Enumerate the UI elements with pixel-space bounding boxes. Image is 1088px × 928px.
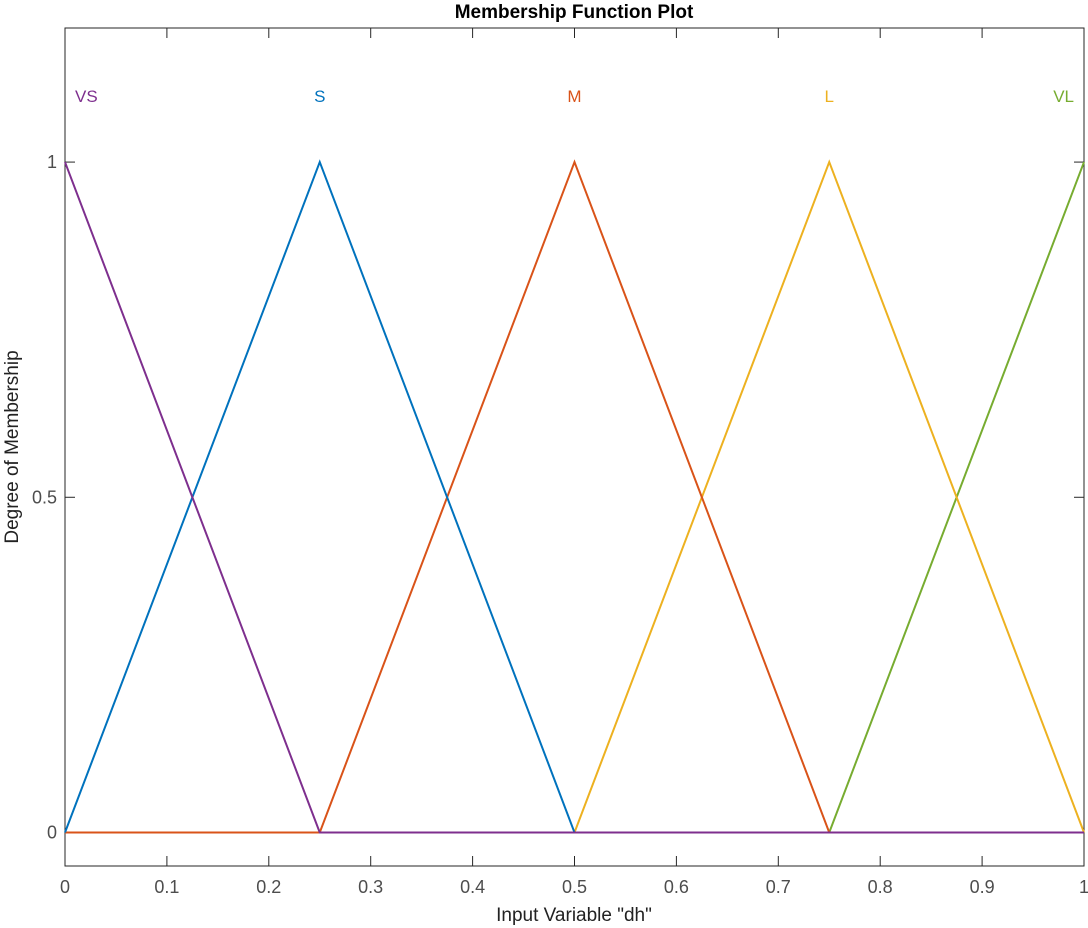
x-tick-label: 0 (60, 877, 70, 897)
series-label-s: S (314, 87, 325, 106)
y-tick-label: 1 (47, 152, 57, 172)
x-tick-label: 0.1 (154, 877, 179, 897)
chart-title: Membership Function Plot (455, 2, 694, 23)
x-tick-label: 0.8 (868, 877, 893, 897)
y-tick-label: 0.5 (32, 487, 57, 507)
series-label-vs: VS (75, 87, 98, 106)
plot-area (64, 27, 1085, 867)
axes-frame (64, 27, 1085, 867)
x-axis-label: Input Variable "dh" (496, 905, 652, 926)
series-label-m: M (567, 87, 581, 106)
x-tick-label: 0.6 (664, 877, 689, 897)
series-lines (64, 159, 1085, 834)
x-tick-label: 0.4 (460, 877, 485, 897)
series-labels: VS S M L VL (75, 87, 1074, 106)
y-tick-label: 0 (47, 822, 57, 842)
series-label-l: L (825, 87, 834, 106)
series-line-vs (64, 161, 1084, 834)
x-tick-label: 0.5 (562, 877, 587, 897)
tick-labels: 0 0.1 0.2 0.3 0.4 0.5 0.6 0.7 0.8 0.9 1 0 0.5 1 (32, 152, 1088, 897)
y-axis-label: Degree of Membership (2, 350, 23, 543)
series-label-vl: VL (1053, 87, 1074, 106)
x-tick-label: 0.2 (256, 877, 281, 897)
x-tick-label: 0.9 (970, 877, 995, 897)
x-tick-label: 0.3 (358, 877, 383, 897)
x-tick-label: 1 (1079, 877, 1088, 897)
x-tick-label: 0.7 (766, 877, 791, 897)
